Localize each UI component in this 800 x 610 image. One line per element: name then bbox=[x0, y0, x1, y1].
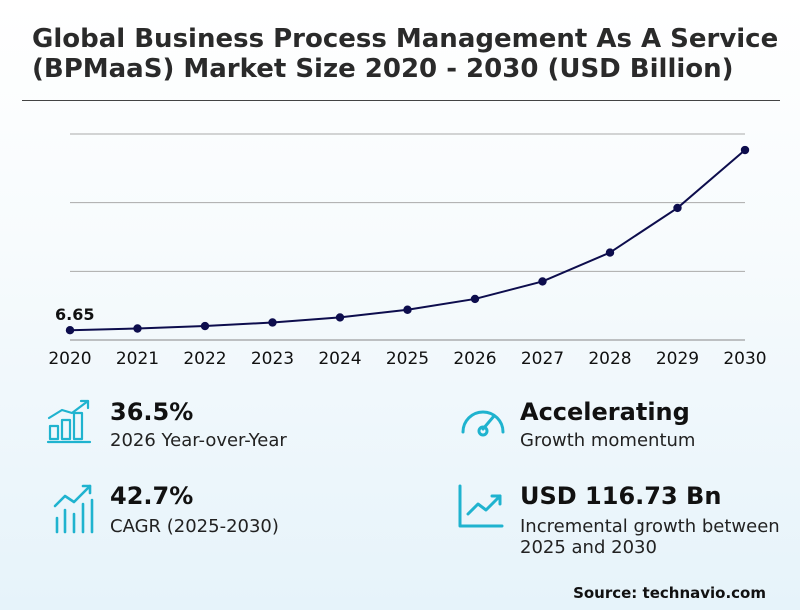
stat-momentum-value: Accelerating bbox=[520, 398, 690, 426]
stat-yoy: 36.5% 2026 Year-over-Year bbox=[46, 398, 386, 458]
stat-momentum: Accelerating Growth momentum bbox=[458, 398, 778, 458]
line-chart-growth-icon bbox=[458, 484, 504, 528]
series-line bbox=[69, 149, 746, 332]
x-tick-label: 2029 bbox=[656, 349, 699, 369]
data-point-2023 bbox=[268, 318, 277, 327]
stat-cagr-value: 42.7% bbox=[110, 482, 194, 510]
speedometer-icon bbox=[461, 410, 505, 437]
x-tick-label: 2028 bbox=[588, 349, 631, 369]
x-tick-label: 2020 bbox=[48, 349, 91, 369]
stat-incremental-desc: Incremental growth between 2025 and 2030 bbox=[520, 516, 780, 558]
stat-yoy-desc: 2026 Year-over-Year bbox=[110, 430, 287, 451]
data-point-2021 bbox=[133, 324, 142, 333]
title-divider bbox=[22, 100, 780, 101]
x-tick-label: 2021 bbox=[116, 349, 159, 369]
data-point-2022 bbox=[200, 321, 210, 331]
x-tick-label: 2027 bbox=[521, 349, 564, 369]
stat-momentum-desc: Growth momentum bbox=[520, 430, 696, 451]
data-point-2028 bbox=[605, 248, 615, 257]
chart-title: Global Business Process Management As A … bbox=[32, 24, 779, 84]
stat-incremental-value: USD 116.73 Bn bbox=[520, 482, 722, 510]
x-tick-label: 2023 bbox=[251, 349, 294, 369]
x-tick-label: 2026 bbox=[453, 349, 496, 369]
stat-cagr: 42.7% CAGR (2025-2030) bbox=[52, 482, 392, 542]
bar-chart-growth-icon bbox=[46, 399, 92, 444]
trend-bars-icon bbox=[53, 484, 94, 534]
x-tick-label: 2030 bbox=[723, 349, 766, 369]
data-point-2026 bbox=[470, 294, 480, 304]
data-point-2030 bbox=[740, 145, 750, 155]
stat-incremental: USD 116.73 Bn Incremental growth between… bbox=[456, 482, 786, 572]
stat-yoy-value: 36.5% bbox=[110, 398, 194, 426]
data-point-2029 bbox=[673, 203, 682, 213]
x-tick-label: 2024 bbox=[318, 349, 361, 369]
x-tick-label: 2022 bbox=[183, 349, 226, 369]
data-label-2020: 6.65 bbox=[55, 305, 94, 324]
stat-cagr-desc: CAGR (2025-2030) bbox=[110, 516, 279, 537]
data-point-2025 bbox=[403, 305, 412, 314]
data-point-2024 bbox=[335, 313, 345, 322]
x-tick-label: 2025 bbox=[386, 349, 429, 369]
data-point-2020 bbox=[65, 326, 75, 335]
data-point-2027 bbox=[538, 277, 547, 286]
source-credit: Source: technavio.com bbox=[573, 584, 766, 602]
line-chart: 2020 2021 2022 2023 2024 2025 2026 2027 2028 2029… bbox=[48, 133, 767, 369]
